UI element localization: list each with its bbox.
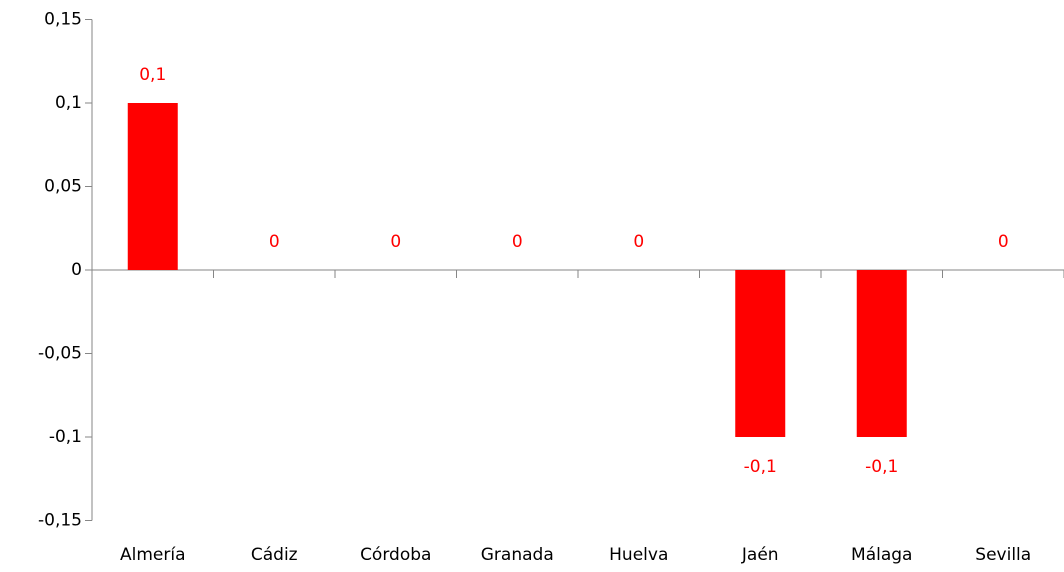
y-tick-label: 0,1 — [55, 93, 82, 113]
y-tick-label: 0,15 — [44, 10, 82, 30]
data-label: 0,1 — [139, 65, 166, 85]
x-tick-label: Sevilla — [975, 545, 1031, 565]
data-label: 0 — [998, 232, 1009, 252]
data-label: 0 — [512, 232, 523, 252]
data-label: -0,1 — [744, 457, 777, 477]
x-tick-label: Córdoba — [360, 545, 431, 565]
y-tick-label: 0 — [71, 260, 82, 280]
data-label: 0 — [390, 232, 401, 252]
y-tick-label: -0,1 — [49, 427, 82, 447]
bar — [127, 103, 178, 270]
data-label: -0,1 — [865, 457, 898, 477]
data-label: 0 — [269, 232, 280, 252]
y-tick-label: 0,05 — [44, 177, 82, 197]
y-tick-label: -0,05 — [38, 344, 82, 364]
x-tick-label: Huelva — [609, 545, 668, 565]
x-tick-label: Málaga — [851, 545, 912, 565]
bar — [735, 270, 786, 437]
bar — [856, 270, 907, 437]
x-tick-label: Granada — [481, 545, 554, 565]
y-tick-label: -0,15 — [38, 511, 82, 531]
x-tick-label: Almería — [120, 545, 186, 565]
x-tick-label: Jaén — [741, 545, 779, 565]
x-tick-label: Cádiz — [251, 545, 298, 565]
data-label: 0 — [633, 232, 644, 252]
